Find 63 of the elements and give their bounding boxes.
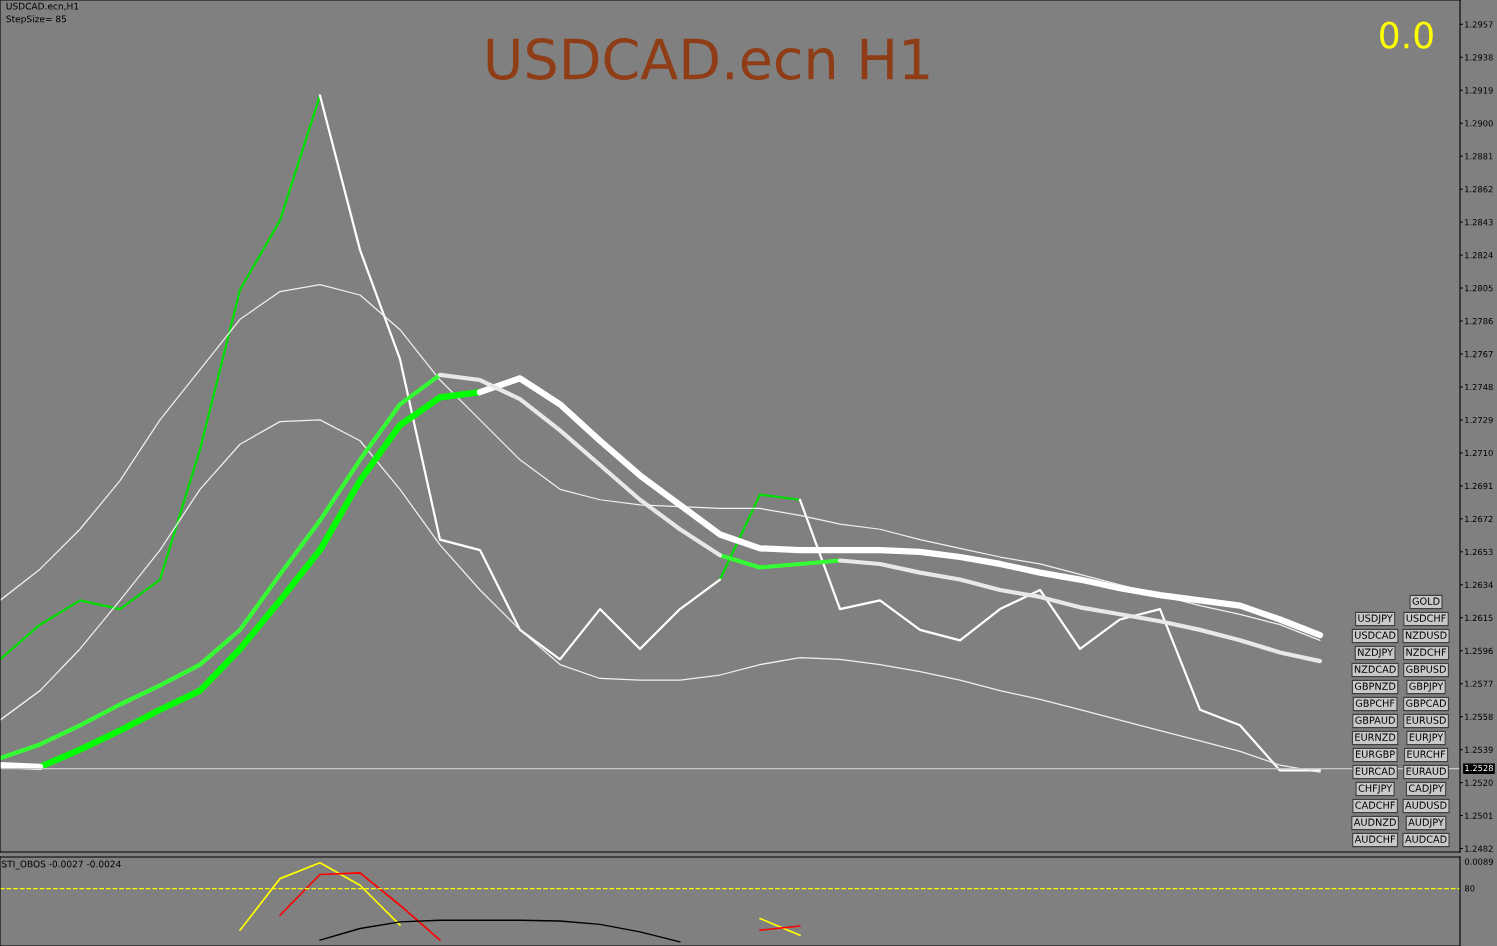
text: EURAUD bbox=[1406, 767, 1446, 775]
y-tick-label: 1.2957 bbox=[1465, 21, 1493, 28]
text: CADCHF bbox=[1355, 801, 1395, 809]
y-tick-label: 1.2805 bbox=[1465, 285, 1493, 292]
y-tick-label: 1.2862 bbox=[1465, 186, 1493, 193]
text: GBPCAD bbox=[1406, 699, 1446, 707]
y-tick-label: 1.2729 bbox=[1465, 416, 1493, 424]
text: NZDCHF bbox=[1406, 648, 1447, 656]
text: USDCAD bbox=[1355, 631, 1396, 639]
y-tick-label: 1.2710 bbox=[1465, 449, 1493, 457]
y-tick-label: 1.2558 bbox=[1465, 713, 1493, 720]
y-tick-label: 1.2843 bbox=[1465, 219, 1493, 226]
y-tick-label: 1.2919 bbox=[1465, 87, 1493, 94]
y-tick-label: 1.2824 bbox=[1465, 252, 1493, 259]
text: GBPAUD bbox=[1355, 716, 1395, 724]
text: AUDCAD bbox=[1405, 835, 1447, 843]
text: USDJPY bbox=[1358, 614, 1393, 624]
y-tick-label: 1.2615 bbox=[1465, 614, 1493, 622]
y-tick-label: 1.2672 bbox=[1465, 515, 1493, 523]
text: GBPCHF bbox=[1355, 699, 1395, 707]
text: USDCAD.ecn H1 bbox=[487, 38, 929, 81]
text: AUDNZD bbox=[1353, 818, 1396, 826]
text: NZDCAD bbox=[1354, 665, 1396, 673]
text: GBPJPY bbox=[1409, 682, 1444, 692]
y-tick-label: 1.2501 bbox=[1465, 812, 1493, 819]
text: GBPNZD bbox=[1354, 682, 1396, 690]
chart-title: STI_OBOS -0.0027 -0.0024 bbox=[2, 860, 121, 870]
y-tick-label: 1.2900 bbox=[1465, 120, 1493, 127]
text: EURJPY bbox=[1409, 733, 1444, 743]
annotation: USDCAD.ecn,H1 bbox=[6, 2, 79, 11]
text: NZDUSD bbox=[1405, 631, 1447, 639]
text: 0.0089 bbox=[1464, 858, 1493, 865]
ref-line-label: 1.2528 bbox=[1465, 764, 1493, 772]
text: 0.0 bbox=[1380, 21, 1433, 49]
text: CADJPY bbox=[1408, 784, 1444, 794]
y-tick-label: 1.2881 bbox=[1465, 153, 1493, 160]
text: CHFJPY bbox=[1358, 784, 1393, 794]
y-tick-label: 1.2767 bbox=[1465, 350, 1493, 358]
text: EURCAD bbox=[1355, 767, 1395, 775]
y-tick-label: 1.2577 bbox=[1465, 680, 1493, 687]
y-tick-label: 1.2539 bbox=[1465, 746, 1493, 753]
text: AUDUSD bbox=[1405, 801, 1447, 809]
text: AUDCHF bbox=[1354, 835, 1396, 843]
y-tick-label: 1.2653 bbox=[1465, 548, 1493, 556]
y-tick-label: 1.2634 bbox=[1465, 581, 1493, 589]
y-tick-label: 1.2691 bbox=[1465, 482, 1493, 490]
y-tick-label: 1.2786 bbox=[1465, 318, 1493, 325]
y-tick-label: 1.2482 bbox=[1465, 845, 1493, 852]
text: EURNZD bbox=[1355, 733, 1396, 741]
y-tick-label: 1.2596 bbox=[1465, 647, 1493, 654]
y-tick-label: 1.2520 bbox=[1465, 779, 1493, 786]
text: 80 bbox=[1464, 885, 1475, 892]
text: NZDJPY bbox=[1358, 648, 1394, 658]
text: GBPUSD bbox=[1406, 665, 1446, 673]
y-tick-label: 1.2938 bbox=[1465, 54, 1493, 61]
text: EURCHF bbox=[1407, 750, 1446, 758]
text: USDCHF bbox=[1406, 614, 1446, 622]
text: AUDJPY bbox=[1408, 818, 1444, 828]
text: GOLD bbox=[1412, 597, 1440, 605]
text: EURUSD bbox=[1406, 716, 1446, 724]
text: EURGBP bbox=[1356, 750, 1395, 758]
annotation: StepSize= 85 bbox=[6, 15, 67, 25]
y-tick-label: 1.2748 bbox=[1465, 383, 1493, 391]
